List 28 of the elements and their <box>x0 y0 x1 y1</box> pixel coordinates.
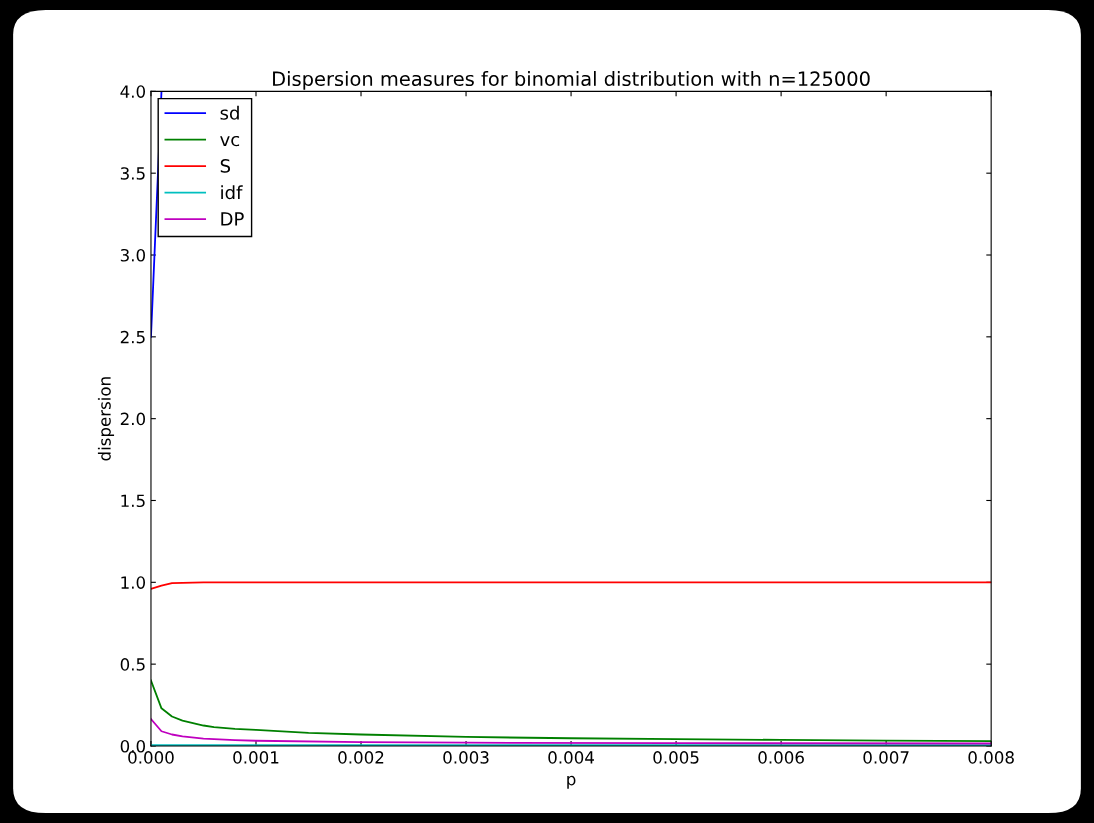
chart-title: Dispersion measures for binomial distribution with n=125000 <box>273 71 870 90</box>
x-axis-title: p <box>567 775 576 789</box>
y-axis-title: dispersion <box>97 377 115 461</box>
legend-label: vc <box>220 135 240 147</box>
x-tick-label: 0.004 <box>548 751 594 764</box>
line-series <box>150 679 992 742</box>
x-tick-label: 0.001 <box>233 751 279 764</box>
y-tick-label: 0.5 <box>120 658 145 671</box>
y-tick-label: 4.0 <box>120 85 145 98</box>
y-tick-label: 3.5 <box>120 167 145 180</box>
x-tick-label: 0.007 <box>863 751 909 764</box>
y-tick-label: 1.0 <box>121 576 145 589</box>
x-tick-label: 0.006 <box>758 751 804 764</box>
x-tick-label: 0.000 <box>128 751 174 764</box>
y-tick-label: 3.0 <box>120 248 145 262</box>
y-tick-label: 1.5 <box>121 494 145 508</box>
legend-label: idf <box>221 185 243 200</box>
x-tick-label: 0.002 <box>338 751 384 764</box>
y-tick-label: 2.0 <box>120 412 145 426</box>
legend-label: DP <box>221 212 244 226</box>
x-tick-label: 0.003 <box>443 751 489 764</box>
line-series <box>150 581 992 590</box>
x-tick-label: 0.005 <box>653 751 699 764</box>
y-tick-label: 0.0 <box>120 739 145 753</box>
legend-label: sd <box>220 105 239 120</box>
legend-label: S <box>220 159 231 173</box>
x-tick-label: 0.008 <box>968 751 1014 764</box>
y-tick-label: 2.5 <box>120 330 145 344</box>
